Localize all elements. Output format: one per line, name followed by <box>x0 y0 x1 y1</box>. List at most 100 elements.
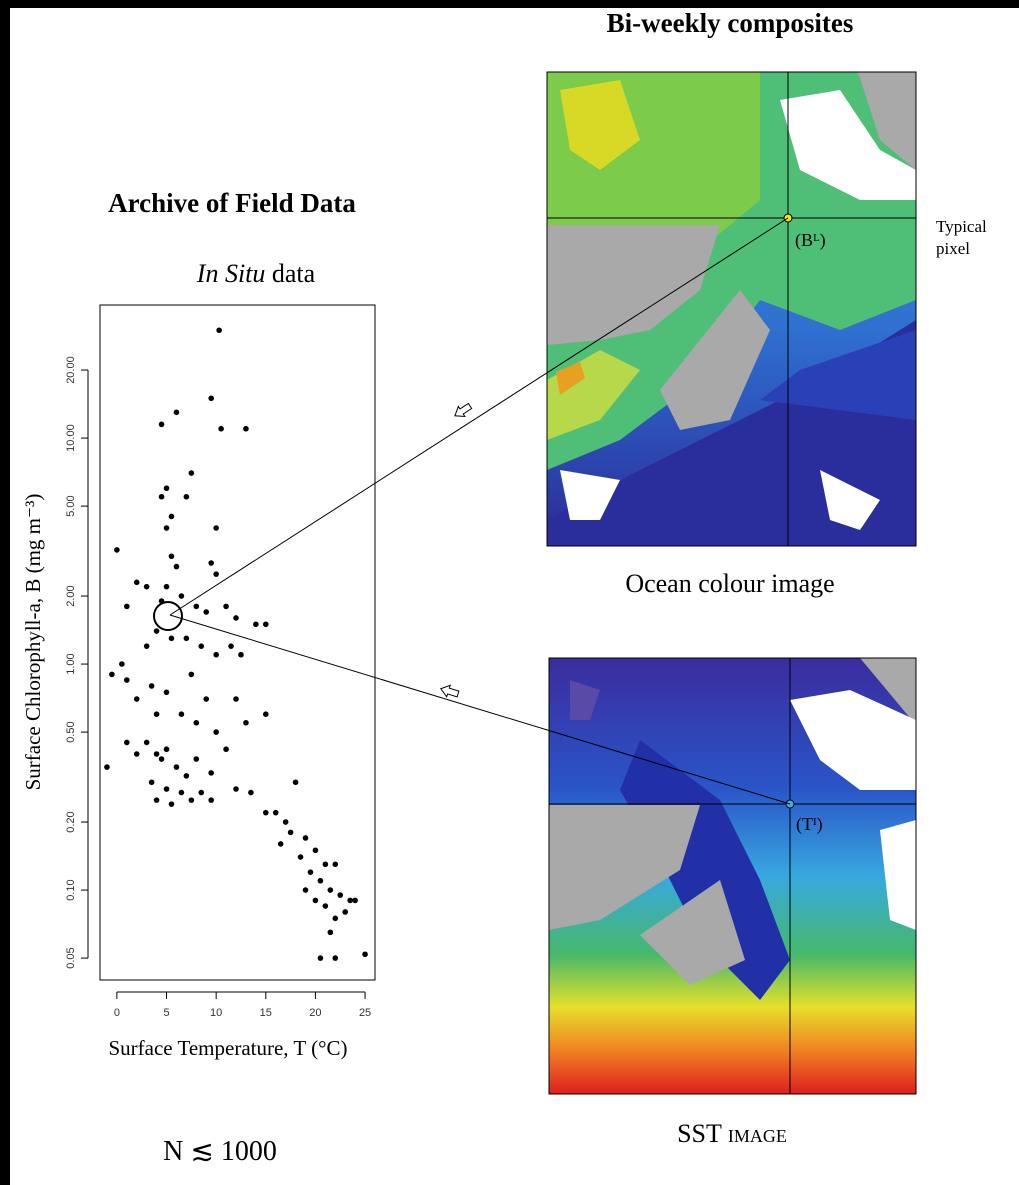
data-point <box>342 909 349 915</box>
data-point <box>188 671 195 678</box>
in-situ-label: In Situ data <box>196 259 316 288</box>
in-situ-rest: data <box>272 259 316 288</box>
y-tick-label: 0.20 <box>65 811 77 832</box>
data-point <box>158 493 165 500</box>
data-point <box>297 854 304 860</box>
data-point <box>153 797 160 803</box>
data-point <box>193 756 200 762</box>
data-point <box>282 819 289 825</box>
data-point <box>168 513 175 520</box>
data-point <box>213 571 219 577</box>
data-point <box>143 643 150 649</box>
data-point <box>287 829 294 836</box>
data-point <box>114 547 120 553</box>
data-point <box>198 643 205 649</box>
data-point <box>223 603 229 610</box>
y-tick-label: 0.05 <box>65 947 77 968</box>
data-point <box>143 739 150 746</box>
data-point <box>248 789 254 796</box>
data-point <box>178 789 185 796</box>
data-point <box>119 661 125 667</box>
data-point <box>143 583 150 590</box>
data-point <box>262 711 269 718</box>
data-point <box>124 677 130 683</box>
y-tick-label: 0.10 <box>65 879 77 900</box>
data-point <box>253 621 259 628</box>
data-point <box>203 696 210 702</box>
x-tick-label: 15 <box>260 1007 272 1019</box>
data-point <box>148 683 155 689</box>
data-point <box>198 789 205 796</box>
data-point <box>193 603 200 610</box>
data-point <box>168 635 175 642</box>
data-point <box>302 887 309 893</box>
data-point <box>168 553 175 560</box>
data-point <box>163 525 170 531</box>
data-point <box>332 861 339 868</box>
data-point <box>163 786 170 792</box>
pixel-label: (Bᴸ) <box>795 230 826 251</box>
data-point <box>302 835 309 841</box>
data-point <box>173 563 180 570</box>
x-tick-label: 10 <box>210 1007 222 1019</box>
data-point <box>327 929 334 936</box>
sample-size: N ≲ 1000 <box>163 1136 277 1167</box>
pixel-label: (Tᴵ) <box>796 814 823 835</box>
data-point <box>193 719 200 726</box>
data-point <box>188 797 195 803</box>
data-point <box>124 739 130 746</box>
data-point <box>292 779 299 786</box>
data-point <box>218 425 224 432</box>
data-point <box>208 797 214 803</box>
data-point <box>133 751 140 757</box>
data-point <box>228 643 234 649</box>
data-point <box>208 395 214 402</box>
data-point <box>337 892 344 898</box>
data-point <box>213 729 219 735</box>
data-point <box>158 421 165 428</box>
data-point <box>133 579 140 586</box>
data-point <box>158 756 165 762</box>
data-point <box>208 770 214 776</box>
sst-image <box>549 658 916 1094</box>
data-point <box>233 615 239 621</box>
y-tick-label: 0.50 <box>65 721 77 742</box>
data-point <box>322 903 329 909</box>
data-point <box>312 847 319 854</box>
data-point <box>262 809 269 816</box>
y-tick-label: 10.00 <box>65 424 77 452</box>
data-point <box>178 711 185 718</box>
data-point <box>243 719 249 726</box>
data-point <box>322 861 329 868</box>
data-point <box>148 779 155 786</box>
data-point <box>327 887 334 893</box>
data-point <box>317 955 324 961</box>
typical-pixel-label: Typical <box>936 217 987 236</box>
data-point <box>233 696 239 702</box>
data-point <box>272 809 279 816</box>
data-point <box>109 671 115 678</box>
data-point <box>153 711 160 718</box>
archive-title: Archive of Field Data <box>108 188 356 218</box>
data-point <box>312 897 319 904</box>
x-tick-label: 0 <box>114 1007 120 1019</box>
data-point <box>153 628 160 634</box>
image-frame <box>546 71 917 547</box>
x-axis-label: Surface Temperature, T (°C) <box>108 1036 347 1060</box>
data-point <box>183 635 190 642</box>
typical-pixel-label: pixel <box>936 239 970 258</box>
data-point <box>347 897 353 904</box>
data-point <box>332 915 339 922</box>
x-tick-label: 25 <box>359 1007 371 1019</box>
y-tick-label: 2.00 <box>65 585 77 606</box>
data-point <box>163 746 170 753</box>
image-caption: SST image <box>677 1119 787 1148</box>
data-point <box>352 897 358 904</box>
data-point <box>362 951 368 958</box>
data-point <box>173 409 180 416</box>
y-tick-label: 20.00 <box>65 356 77 384</box>
data-point <box>188 470 195 476</box>
y-tick-label: 5.00 <box>65 495 77 516</box>
